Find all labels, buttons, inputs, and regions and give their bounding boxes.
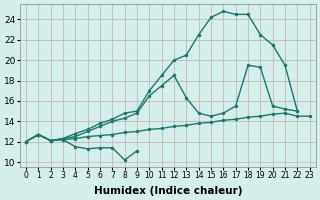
X-axis label: Humidex (Indice chaleur): Humidex (Indice chaleur): [93, 186, 242, 196]
